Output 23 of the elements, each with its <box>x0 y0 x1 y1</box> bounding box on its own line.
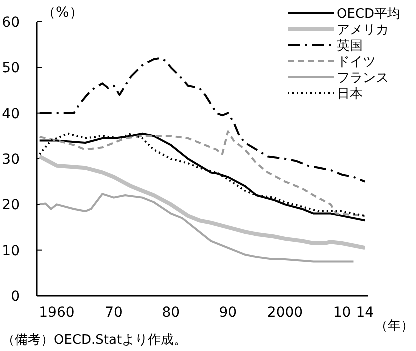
y-tick-label: 50 <box>2 60 20 77</box>
x-tick-label: 1960 <box>39 305 75 321</box>
y-tick-label: 40 <box>2 106 20 122</box>
legend-label: 日本 <box>337 87 363 102</box>
y-axis-title: （%） <box>42 5 84 21</box>
legend-label: フランス <box>337 71 389 86</box>
y-tick-label: 60 <box>2 15 20 31</box>
y-tick-label: 30 <box>2 152 20 168</box>
y-tick-label: 0 <box>11 289 20 305</box>
legend-label: アメリカ <box>337 23 389 38</box>
x-tick-label: 80 <box>162 305 180 321</box>
legend-label: OECD平均 <box>337 7 401 22</box>
x-axis-title: （年） <box>375 319 414 334</box>
text: （備考）OECD.Statより作成。 <box>2 333 188 348</box>
y-tick-label: 20 <box>2 198 20 214</box>
x-tick-label: 14 <box>356 305 374 321</box>
x-tick-label: 90 <box>219 305 238 321</box>
y-tick-label: 10 <box>2 243 20 260</box>
legend-label: ドイツ <box>337 55 376 70</box>
x-tick-label: 10 <box>333 305 352 321</box>
legend-label: 英国 <box>337 39 363 54</box>
x-tick-label: 70 <box>105 305 123 321</box>
x-tick-label: 2000 <box>267 305 304 321</box>
